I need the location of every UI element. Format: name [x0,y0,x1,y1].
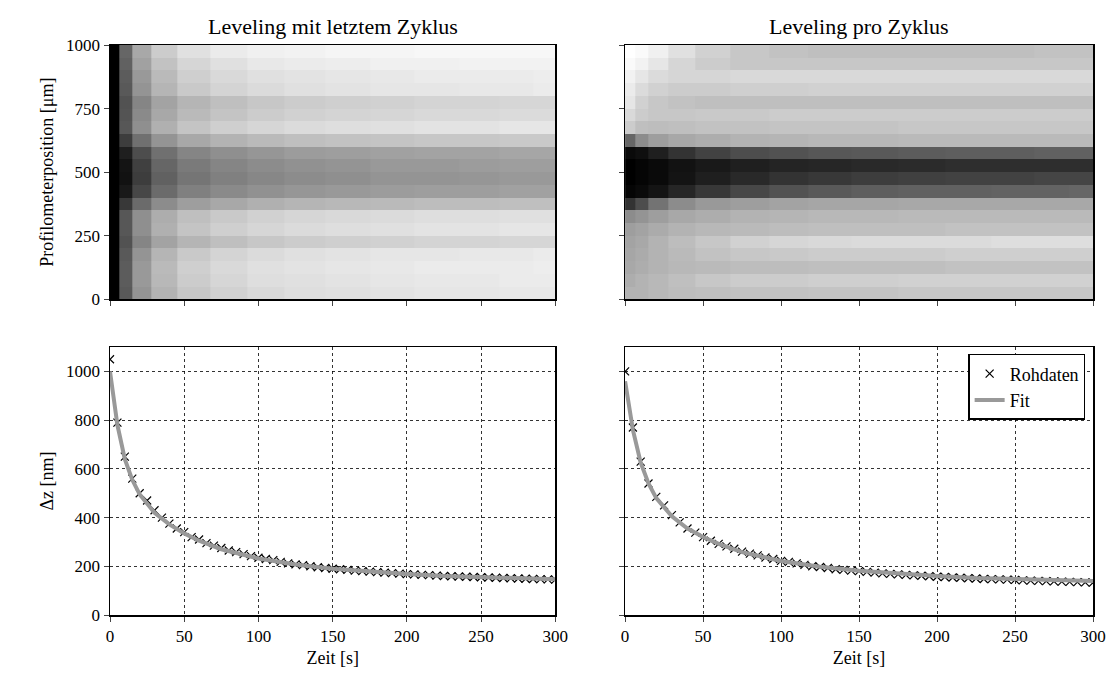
svg-text:200: 200 [394,627,420,646]
svg-text:100: 100 [246,627,272,646]
svg-text:Δz [nm]: Δz [nm] [37,452,57,511]
svg-text:0: 0 [621,627,630,646]
svg-text:0: 0 [92,290,101,309]
svg-text:300: 300 [1080,627,1106,646]
svg-text:150: 150 [320,627,346,646]
svg-text:250: 250 [75,227,101,246]
svg-text:250: 250 [1002,627,1027,646]
svg-text:250: 250 [468,627,494,646]
svg-text:Zeit [s]: Zeit [s] [833,648,885,668]
svg-text:50: 50 [695,627,712,646]
svg-text:1000: 1000 [66,36,100,55]
svg-text:300: 300 [543,627,569,646]
svg-text:0: 0 [106,627,115,646]
svg-text:750: 750 [75,100,101,119]
svg-text:Leveling pro Zyklus: Leveling pro Zyklus [769,14,949,39]
svg-text:0: 0 [92,606,101,625]
svg-text:1000: 1000 [66,362,100,381]
svg-text:400: 400 [75,509,101,528]
svg-text:Fit: Fit [1010,391,1030,411]
svg-text:Profilometerposition [μm]: Profilometerposition [μm] [37,78,57,267]
svg-text:150: 150 [846,627,872,646]
svg-text:200: 200 [75,557,101,576]
svg-text:600: 600 [75,460,101,479]
svg-text:Rohdaten: Rohdaten [1010,365,1079,385]
svg-text:Zeit [s]: Zeit [s] [306,648,358,668]
svg-text:500: 500 [75,163,101,182]
svg-text:200: 200 [924,627,950,646]
svg-text:800: 800 [75,411,101,430]
svg-text:50: 50 [176,627,193,646]
svg-text:Leveling mit letztem Zyklus: Leveling mit letztem Zyklus [208,14,458,39]
svg-text:100: 100 [768,627,794,646]
